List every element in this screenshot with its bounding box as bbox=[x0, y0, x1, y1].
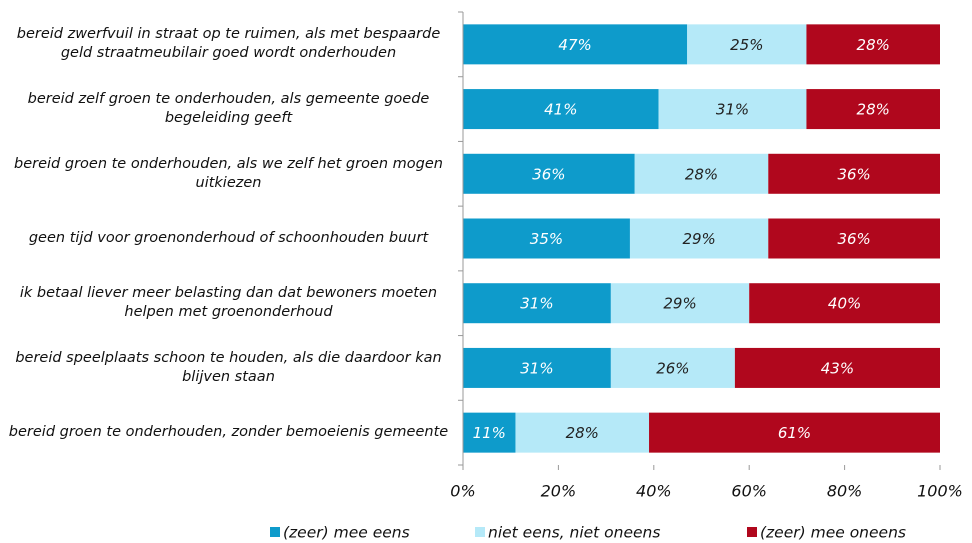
bar-segment bbox=[610, 347, 735, 388]
x-tick-label: 0% bbox=[450, 482, 475, 501]
bar-segment bbox=[463, 24, 688, 65]
bar-segment bbox=[806, 89, 940, 130]
value-label: 28% bbox=[857, 36, 890, 54]
x-tick-label: 80% bbox=[827, 482, 863, 501]
value-label: 25% bbox=[730, 36, 763, 54]
bar-segment bbox=[634, 153, 769, 194]
legend-swatch bbox=[747, 527, 757, 537]
value-label: 47% bbox=[558, 36, 591, 54]
bar-segment bbox=[806, 24, 940, 65]
value-label: 28% bbox=[685, 165, 718, 183]
category-label: bereid groen te onderhouden, als we zelf… bbox=[14, 155, 443, 191]
value-label: 11% bbox=[473, 424, 506, 442]
legend-label: niet eens, niet oneens bbox=[488, 524, 660, 542]
category-label: ik betaal liever meer belasting dan dat … bbox=[19, 285, 438, 321]
bar-segment bbox=[463, 218, 630, 259]
legend-label: (zeer) mee eens bbox=[283, 524, 410, 542]
legend-swatch bbox=[270, 527, 280, 537]
value-label: 31% bbox=[716, 101, 749, 119]
category-label: bereid groen te onderhouden, zonder bemo… bbox=[8, 424, 449, 441]
value-label: 28% bbox=[566, 424, 599, 442]
value-label: 43% bbox=[821, 359, 854, 377]
value-label: 41% bbox=[544, 101, 577, 119]
value-label: 31% bbox=[520, 295, 553, 313]
bar-segment bbox=[734, 347, 940, 388]
bar-segment bbox=[629, 218, 769, 259]
value-label: 29% bbox=[682, 230, 715, 248]
bar-segment bbox=[658, 89, 807, 130]
legend-label: (zeer) mee oneens bbox=[760, 524, 906, 542]
value-label: 40% bbox=[828, 295, 861, 313]
bar-segment bbox=[649, 412, 940, 453]
value-label: 31% bbox=[520, 359, 553, 377]
bar-segment bbox=[463, 347, 611, 388]
x-tick-label: 40% bbox=[636, 482, 672, 501]
category-label: bereid zelf groen te onderhouden, als ge… bbox=[27, 91, 430, 127]
bar-segment bbox=[463, 283, 611, 324]
value-label: 61% bbox=[778, 424, 811, 442]
category-label: geen tijd voor groenonderhoud of schoonh… bbox=[28, 230, 429, 246]
bar-segment bbox=[687, 24, 807, 65]
category-label: bereid zwerfvuil in straat op te ruimen,… bbox=[16, 26, 441, 62]
value-label: 36% bbox=[532, 165, 565, 183]
x-tick-label: 60% bbox=[731, 482, 767, 501]
legend-swatch bbox=[475, 527, 485, 537]
value-label: 28% bbox=[857, 101, 890, 119]
bar-segment bbox=[463, 412, 516, 453]
category-label: bereid speelplaats schoon te houden, als… bbox=[15, 349, 442, 385]
bar-segment bbox=[463, 89, 659, 130]
value-label: 36% bbox=[837, 230, 870, 248]
value-label: 35% bbox=[530, 230, 563, 248]
x-tick-label: 20% bbox=[541, 482, 577, 501]
bar-segment bbox=[610, 283, 750, 324]
bar-segment bbox=[768, 218, 940, 259]
bar-segment bbox=[463, 153, 635, 194]
value-label: 26% bbox=[656, 359, 689, 377]
x-tick-label: 100% bbox=[917, 482, 963, 501]
bar-segment bbox=[768, 153, 940, 194]
value-label: 29% bbox=[663, 295, 696, 313]
bar-segment bbox=[749, 283, 940, 324]
value-label: 36% bbox=[837, 165, 870, 183]
bar-segment bbox=[515, 412, 650, 453]
